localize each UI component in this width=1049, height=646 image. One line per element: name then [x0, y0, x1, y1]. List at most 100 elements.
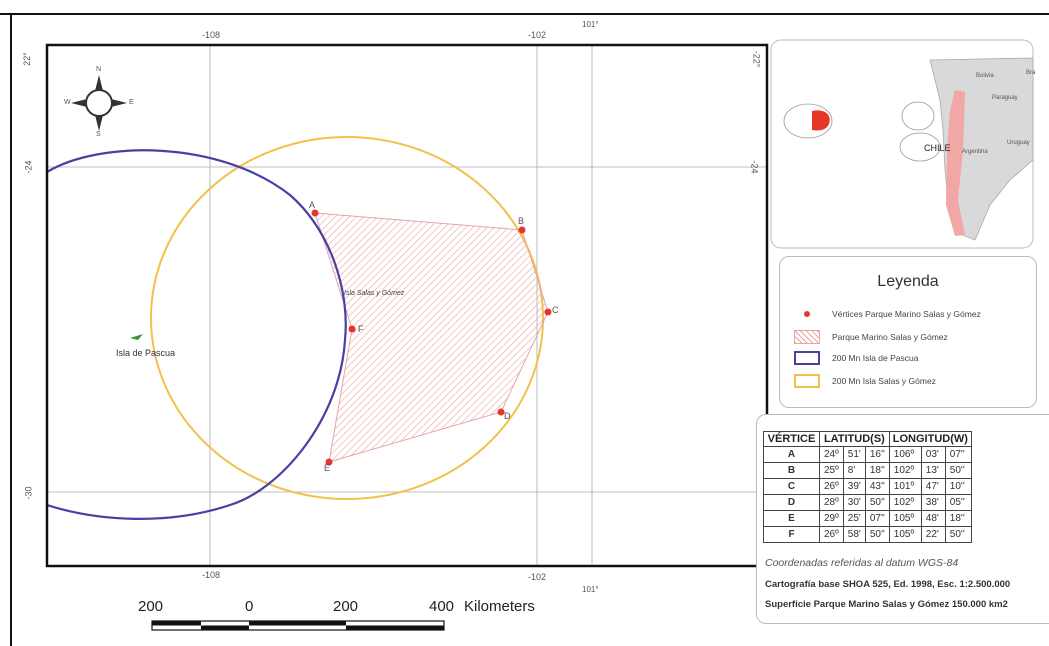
legend-label-park: Parque Marino Salas y Gómez [832, 332, 948, 342]
cell: 50'' [944, 462, 972, 479]
cell: F [763, 526, 820, 543]
park-vertices [311, 209, 552, 466]
legend-label-pascua: 200 Mn Isla de Pascua [832, 353, 919, 363]
vertex-label-a: A [309, 200, 316, 210]
cell: 105º [888, 510, 922, 527]
vertex-d [497, 408, 505, 416]
inset-eez-juan-fernandez [899, 132, 941, 162]
table-header-row: VÉRTICE LATITUD(S) LONGITUD(W) [763, 431, 972, 447]
scale-unit-label: Kilometers [464, 598, 535, 615]
cell: C [763, 478, 820, 495]
vertex-a [311, 209, 319, 217]
header-vertice: VÉRTICE [763, 431, 820, 447]
cell: 05'' [944, 494, 972, 511]
inset-label-uruguay: Uruguay [1007, 140, 1030, 146]
cartography-note: Cartografía base SHOA 525, Ed. 1998, Esc… [765, 579, 1011, 590]
cell: 106º [888, 446, 922, 463]
legend: Leyenda Vértices Parque Marino Salas y G… [779, 256, 1037, 408]
scale-label-200: 200 [333, 598, 359, 615]
vertex-label-c: C [552, 305, 559, 315]
legend-item-salas: 200 Mn Isla Salas y Gómez [794, 373, 936, 389]
table-row: C 26º 39' 43'' 101º 47' 10'' [763, 478, 972, 495]
legend-label-vertices: Vértices Parque Marino Salas y Gómez [832, 309, 981, 319]
cell: 102º [888, 494, 922, 511]
cell: 8' [842, 462, 866, 479]
inset-label-bolivia: Bolivia [976, 73, 994, 79]
vertex-label-f: F [358, 324, 364, 334]
inset-chile-strip [946, 90, 965, 236]
cell: 58' [842, 526, 866, 543]
table-row: E 29º 25' 07'' 105º 48' 18'' [763, 510, 972, 527]
vertex-label-e: E [324, 463, 331, 473]
salas-label: Isla Salas y Gómez [344, 290, 405, 297]
tick-right-22: -22° [751, 50, 762, 68]
coordinates-panel: VÉRTICE LATITUD(S) LONGITUD(W) A 24º 51'… [756, 414, 1049, 624]
vertex-c [544, 308, 552, 316]
surface-note: Superficie Parque Marino Salas y Gómez 1… [765, 599, 1008, 610]
cell: 26º [819, 526, 844, 543]
scale-label-400: 400 [429, 598, 455, 615]
legend-item-pascua: 200 Mn Isla de Pascua [794, 350, 918, 366]
cell: 50'' [864, 526, 890, 543]
tick-top-102: -102 [528, 30, 547, 40]
cell: 29º [819, 510, 844, 527]
cell: D [763, 494, 820, 511]
cell: 26º [819, 478, 844, 495]
cell: 43'' [864, 478, 890, 495]
compass-w: W [64, 99, 71, 106]
cell: 47' [920, 478, 946, 495]
cell: 18'' [944, 510, 972, 527]
table-row: F 26º 58' 50'' 105º 22' 50'' [763, 526, 972, 543]
coordinates-table: VÉRTICE LATITUD(S) LONGITUD(W) A 24º 51'… [763, 431, 972, 543]
cell: 28º [819, 494, 844, 511]
cell: E [763, 510, 820, 527]
compass-e: E [129, 99, 134, 106]
pascua-swatch-icon [794, 351, 820, 365]
cell: 18'' [864, 462, 890, 479]
cell: 101º [888, 478, 922, 495]
cell: 24º [819, 446, 844, 463]
inset-label-argentina: Argentina [962, 149, 988, 155]
cell: 10'' [944, 478, 972, 495]
vertex-e [325, 458, 333, 466]
inset-eez-desventuradas [901, 101, 935, 131]
compass-s: S [96, 131, 101, 138]
tick-bottom-101: 101° [582, 585, 599, 594]
cell: 30' [842, 494, 866, 511]
cell: 105º [888, 526, 922, 543]
salas-swatch-icon [794, 374, 820, 388]
cell: 25º [819, 462, 844, 479]
tick-top-101: 101° [582, 20, 599, 29]
datum-note: Coordenadas referidas al datum WGS-84 [765, 557, 959, 569]
marine-park-polygon [314, 212, 549, 463]
tick-left-22: 22° [21, 52, 32, 66]
pascua-200mn-arc [47, 149, 347, 520]
inset-label-chile: CHILE [924, 143, 951, 153]
cell: 102º [888, 462, 922, 479]
cell: 16'' [864, 446, 890, 463]
cell: 07'' [864, 510, 890, 527]
cell: 51' [842, 446, 866, 463]
tick-right-24: -24 [749, 160, 760, 174]
legend-label-salas: 200 Mn Isla Salas y Gómez [832, 376, 936, 386]
vertex-label-b: B [518, 216, 525, 226]
isla-de-pascua-shape [130, 334, 143, 340]
table-row: B 25º 8' 18'' 102º 13' 50'' [763, 462, 972, 479]
cell: 22' [920, 526, 946, 543]
vertex-b [518, 226, 526, 234]
table-row: D 28º 30' 50'' 102º 38' 05'' [763, 494, 972, 511]
table-row: A 24º 51' 16'' 106º 03' 07'' [763, 446, 972, 463]
legend-title: Leyenda [877, 273, 939, 290]
legend-item-vertices: Vértices Parque Marino Salas y Gómez [794, 306, 981, 322]
cell: 50'' [944, 526, 972, 543]
tick-top-108: -108 [202, 30, 221, 40]
cell: A [763, 446, 820, 463]
cell: 13' [920, 462, 946, 479]
vertex-dot-icon [804, 311, 810, 317]
island-label: Isla de Pascua [116, 348, 176, 358]
compass-n: N [96, 66, 102, 73]
compass-rose-icon [71, 75, 127, 131]
cell: 25' [842, 510, 866, 527]
cell: 07'' [944, 446, 972, 463]
